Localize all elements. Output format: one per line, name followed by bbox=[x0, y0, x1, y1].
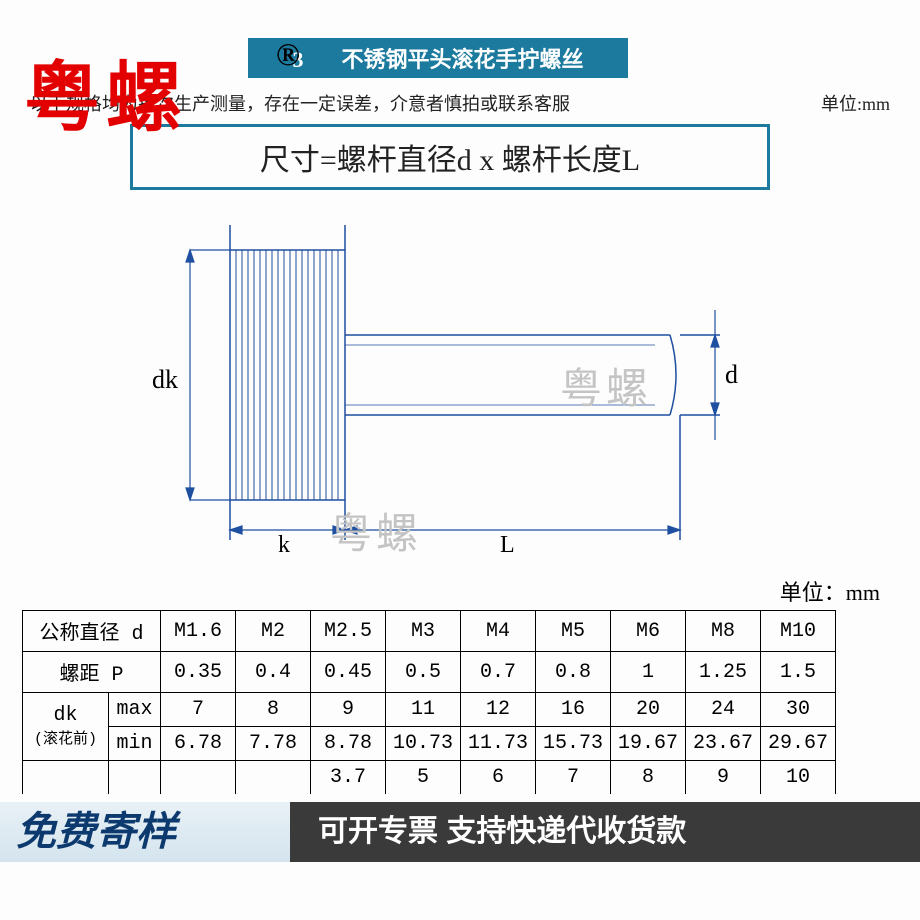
registered-icon: ® bbox=[276, 36, 300, 73]
table-row: 3.7 5 6 7 8 9 10 bbox=[23, 761, 836, 795]
row-label: dk (滚花前) bbox=[23, 693, 109, 761]
watermark-gray-1: 粤螺 bbox=[560, 355, 652, 416]
formula-text: 尺寸=螺杆直径d x 螺杆长度L bbox=[260, 144, 640, 177]
spec-table: 公称直径 d M1.6 M2 M2.5 M3 M4 M5 M6 M8 M10 螺… bbox=[22, 610, 836, 794]
table-row: dk (滚花前) max 7 8 9 11 12 16 20 24 30 bbox=[23, 693, 836, 727]
table-row: min 6.78 7.78 8.78 10.73 11.73 15.73 19.… bbox=[23, 727, 836, 761]
label-L: L bbox=[500, 532, 515, 559]
title-text: 不锈钢平头滚花手拧螺丝 bbox=[341, 47, 583, 72]
watermark-red: 粤螺 bbox=[24, 36, 188, 146]
unit-label: 单位:mm bbox=[821, 90, 890, 116]
banner-right: 可开专票 支持快递代收货款 bbox=[290, 802, 920, 862]
label-k: k bbox=[278, 532, 290, 559]
title-bar: 3不锈钢平头滚花手拧螺丝 bbox=[248, 38, 628, 78]
table-row: 公称直径 d M1.6 M2 M2.5 M3 M4 M5 M6 M8 M10 bbox=[23, 611, 836, 652]
table-unit-label: 单位：mm bbox=[780, 575, 880, 607]
row-label: 公称直径 d bbox=[23, 611, 161, 652]
screw-diagram: dk d k L bbox=[160, 200, 760, 550]
label-d: d bbox=[725, 360, 738, 390]
banner-left: 免费寄样 bbox=[0, 802, 290, 862]
watermark-gray-2: 粤螺 bbox=[330, 500, 422, 561]
table-row: 螺距 P 0.35 0.4 0.45 0.5 0.7 0.8 1 1.25 1.… bbox=[23, 652, 836, 693]
formula-box: 尺寸=螺杆直径d x 螺杆长度L bbox=[130, 124, 770, 190]
label-dk: dk bbox=[152, 365, 178, 395]
row-label: 螺距 P bbox=[23, 652, 161, 693]
